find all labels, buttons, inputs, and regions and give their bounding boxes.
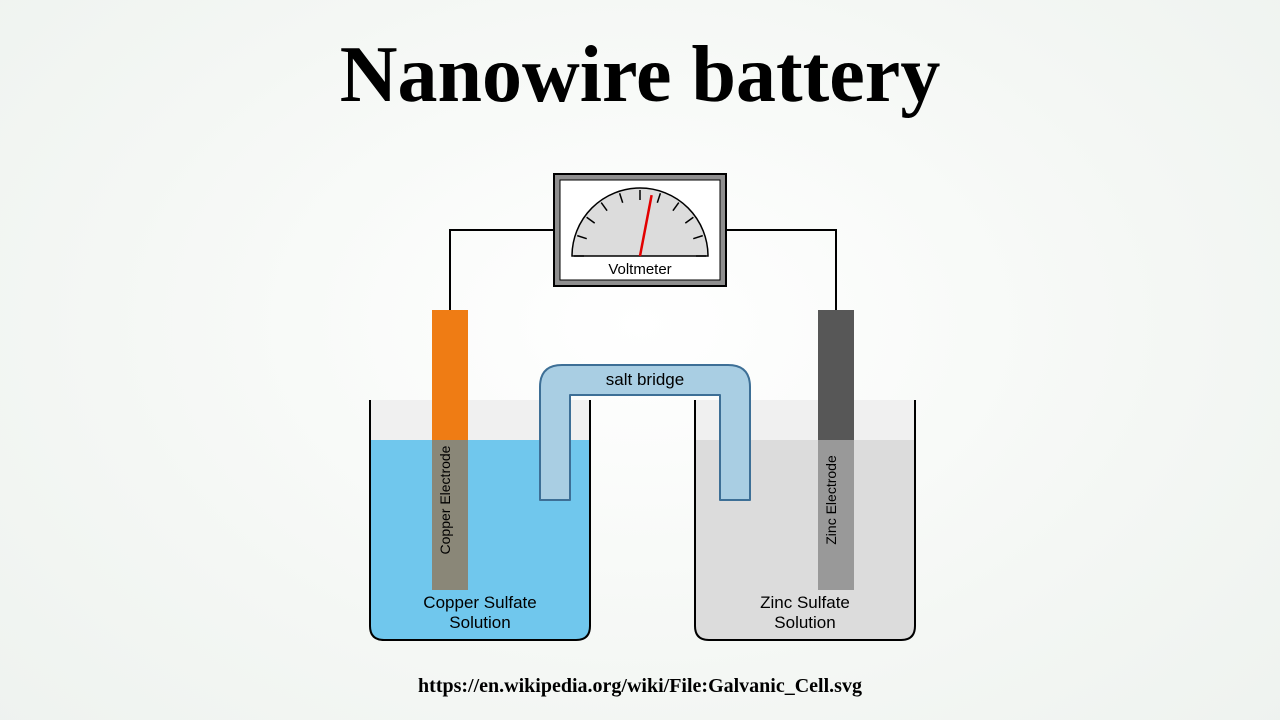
copper-electrode-label: Copper Electrode <box>437 445 453 554</box>
copper-solution-label-l1: Copper Sulfate <box>423 593 536 612</box>
diagram-wrap: Voltmeter salt bridge Copper Electrode Zinc… <box>0 0 1280 720</box>
zinc-solution-label-l2: Solution <box>774 613 835 632</box>
wire-right <box>720 230 836 310</box>
copper-solution-label-l2: Solution <box>449 613 510 632</box>
zinc-electrode-top <box>818 310 854 440</box>
galvanic-cell-diagram: Voltmeter salt bridge Copper Electrode Zinc… <box>0 0 1280 720</box>
zinc-solution-label-l1: Zinc Sulfate <box>760 593 850 612</box>
wire-left <box>450 230 560 310</box>
zinc-electrode-label: Zinc Electrode <box>823 455 839 545</box>
voltmeter-label: Voltmeter <box>608 261 671 278</box>
page: Nanowire battery Voltmetersalt bridgeCop… <box>0 0 1280 720</box>
copper-electrode-top <box>432 310 468 440</box>
footer-url: https://en.wikipedia.org/wiki/File:Galva… <box>0 675 1280 698</box>
salt-bridge-label: salt bridge <box>606 370 684 389</box>
